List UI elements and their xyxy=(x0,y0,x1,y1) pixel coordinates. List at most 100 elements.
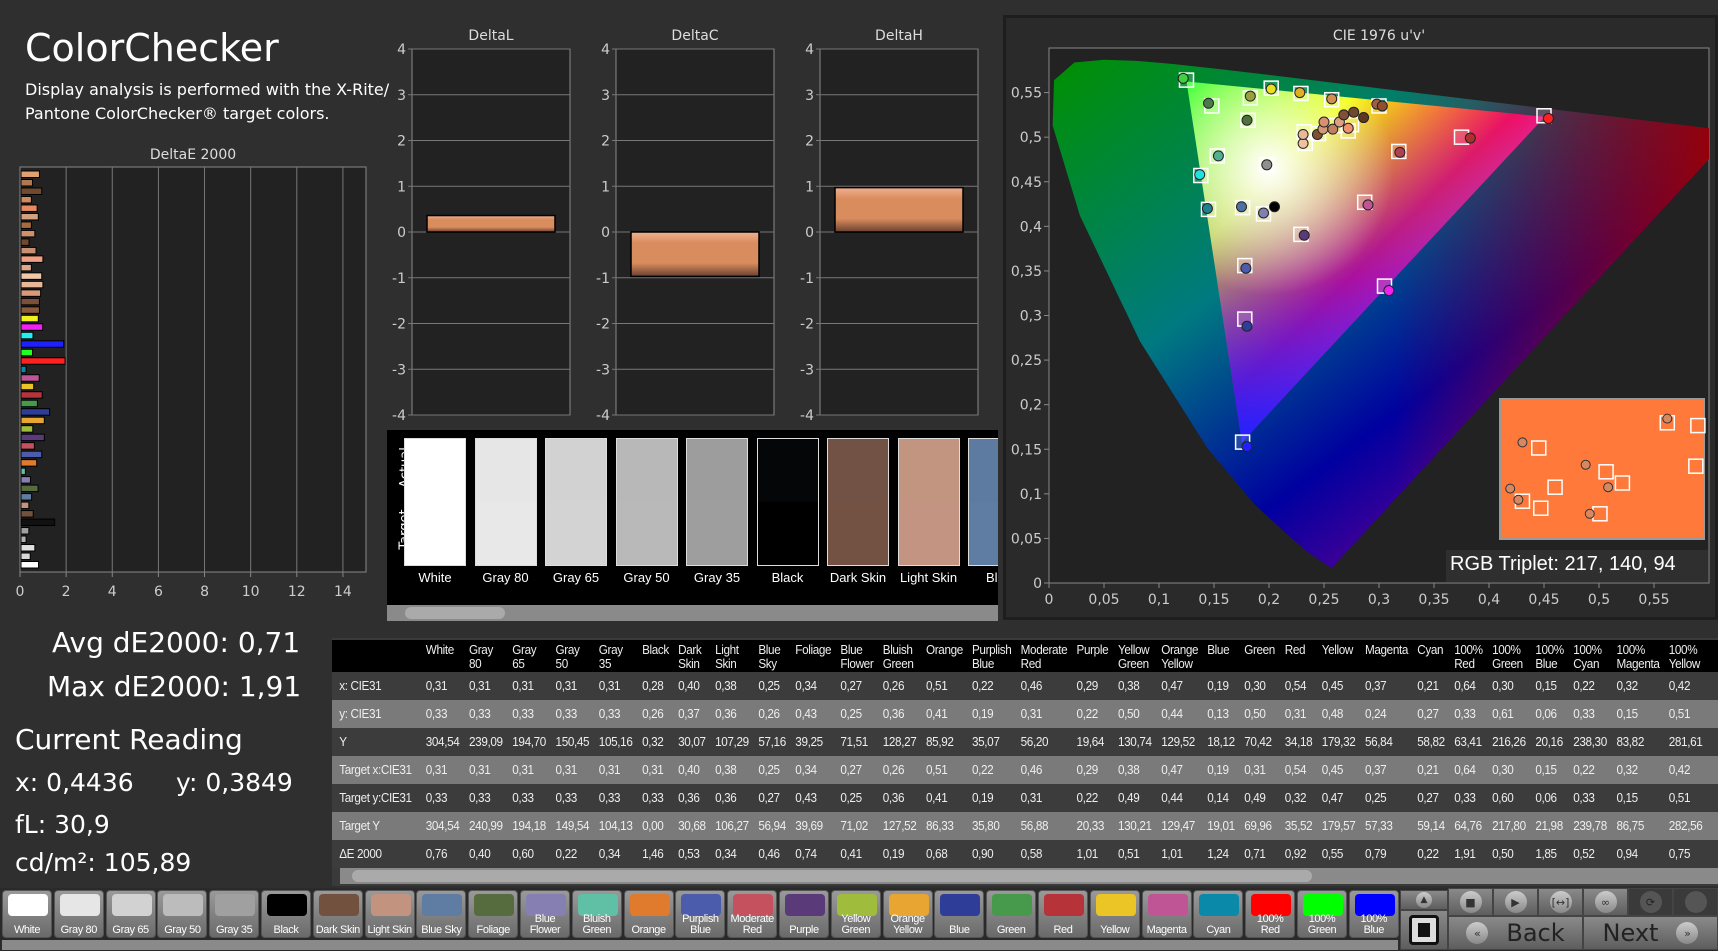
patch-green[interactable]: Green xyxy=(986,890,1037,938)
x-tick-label: 0,45 xyxy=(1528,592,1559,608)
table-cell: 0,33 xyxy=(512,706,534,721)
stop-toggle-button[interactable] xyxy=(1400,910,1448,950)
column-header: 100% Blue xyxy=(1535,642,1564,671)
patch-gray-65[interactable]: Gray 65 xyxy=(105,890,156,938)
patch-orange-yellow[interactable]: Orange Yellow xyxy=(882,890,933,938)
scrollbar-thumb[interactable] xyxy=(352,870,1312,882)
patch-label: 100% Green xyxy=(1307,913,1337,936)
table-cell: 0,30 xyxy=(1492,762,1514,777)
table-cell: 129,52 xyxy=(1161,734,1195,749)
table-cell: 70,42 xyxy=(1244,734,1272,749)
table-cell: 0,36 xyxy=(678,790,700,805)
scrollbar-thumb[interactable] xyxy=(405,607,505,619)
deltae-bar xyxy=(20,195,32,204)
x-tick-label: 0,55 xyxy=(1638,592,1669,608)
scroll-up-button[interactable]: ▲ xyxy=(1400,890,1448,910)
patch-cyan[interactable]: Cyan xyxy=(1193,890,1244,938)
patch-purplish-blue[interactable]: Purplish Blue xyxy=(675,890,726,938)
y-tick-label: 0,15 xyxy=(1011,442,1042,458)
actual-marker xyxy=(1326,93,1338,105)
y-tick-label: 2 xyxy=(805,134,814,150)
actual-marker xyxy=(1338,109,1350,121)
table-cell: 0,31 xyxy=(512,762,534,777)
y-tick-label: 0,55 xyxy=(1011,86,1042,102)
actual-marker xyxy=(1241,320,1253,332)
refresh-button[interactable]: ⟳ xyxy=(1628,888,1673,916)
patch-gray-80[interactable]: Gray 80 xyxy=(53,890,104,938)
table-cell: 0,45 xyxy=(1321,762,1344,777)
patch-purple[interactable]: Purple xyxy=(779,890,829,938)
column-header: White xyxy=(425,642,455,657)
table-cell: 71,51 xyxy=(840,734,868,749)
stop-button[interactable]: ■ xyxy=(1448,888,1493,916)
patch-dark-skin[interactable]: Dark Skin xyxy=(312,890,363,938)
deltae-bar xyxy=(20,357,66,365)
patch-gray-50[interactable]: Gray 50 xyxy=(157,890,208,938)
patch-label: Gray 50 xyxy=(164,924,201,936)
y-tick-label: -3 xyxy=(392,362,406,378)
actual-marker xyxy=(1240,262,1252,274)
y-tick-label: 2 xyxy=(397,134,406,150)
table-cell: 0,33 xyxy=(469,790,491,805)
table-cell: 20,16 xyxy=(1535,734,1563,749)
patch-blue[interactable]: Blue xyxy=(934,890,985,938)
patch-foliage[interactable]: Foliage xyxy=(468,890,519,938)
y-tick-label: -1 xyxy=(596,271,610,287)
patch-label: Red xyxy=(1053,924,1073,936)
record-button[interactable] xyxy=(1673,888,1718,916)
table-cell: 0,25 xyxy=(840,790,862,805)
inset-target-marker xyxy=(1688,458,1704,474)
y-tick-label: 3 xyxy=(397,88,406,104)
y-tick-label: -1 xyxy=(800,271,814,287)
column-header: 100% Cyan xyxy=(1573,642,1602,671)
next-button[interactable]: Next » xyxy=(1583,916,1718,950)
table-cell: 127,52 xyxy=(882,818,917,833)
loop-button[interactable]: ∞ xyxy=(1583,888,1628,916)
table-scrollbar[interactable] xyxy=(340,868,1718,884)
table-cell: 0,31 xyxy=(598,678,621,693)
patch-100-red[interactable]: 100% Red xyxy=(1245,890,1296,938)
table-cell: 0,31 xyxy=(469,762,491,777)
zoom-inset xyxy=(1499,398,1705,540)
inset-target-marker xyxy=(1598,464,1614,480)
patch-color-swatch xyxy=(8,894,48,916)
gamut-white-point-glow xyxy=(1186,81,1545,443)
patch-gray-35[interactable]: Gray 35 xyxy=(209,890,260,938)
x-tick-label: 0,5 xyxy=(1588,592,1610,608)
patch-red[interactable]: Red xyxy=(1038,890,1088,938)
patch-moderate-red[interactable]: Moderate Red xyxy=(727,890,778,938)
table-cell: 83,82 xyxy=(1616,734,1644,749)
swatch-strip-scrollbar[interactable] xyxy=(387,605,998,621)
deltae-bar xyxy=(20,433,45,442)
patch-blue-flower[interactable]: Blue Flower xyxy=(520,890,570,938)
actual-marker xyxy=(1294,87,1306,99)
patch-100-blue[interactable]: 100% Blue xyxy=(1348,890,1399,938)
patch-white[interactable]: White xyxy=(2,890,52,938)
patch-yellow[interactable]: Yellow xyxy=(1089,890,1140,938)
patch-scrollbar[interactable] xyxy=(2,940,1398,950)
patch-label: Purple xyxy=(789,924,819,936)
patch-yellow-green[interactable]: Yellow Green xyxy=(830,890,881,938)
patch-100-green[interactable]: 100% Green xyxy=(1297,890,1347,938)
actual-marker xyxy=(1464,132,1476,144)
play-button[interactable]: ▶ xyxy=(1493,888,1538,916)
fit-button[interactable]: [↔] xyxy=(1538,888,1583,916)
patch-orange[interactable]: Orange xyxy=(623,890,674,938)
patch-magenta[interactable]: Magenta xyxy=(1141,890,1192,938)
patch-light-skin[interactable]: Light Skin xyxy=(364,890,415,938)
table-cell: 0,36 xyxy=(715,706,737,721)
patch-label: Orange Yellow xyxy=(890,913,925,936)
table-cell: 30,68 xyxy=(678,818,706,833)
patch-color-swatch xyxy=(1095,894,1136,916)
table-cell: 238,30 xyxy=(1573,734,1607,749)
patch-black[interactable]: Black xyxy=(261,890,311,938)
deltae-bar xyxy=(20,518,56,527)
patch-blue-sky[interactable]: Blue Sky xyxy=(416,890,467,938)
table-cell: 0,32 xyxy=(1616,678,1638,693)
patch-bluish-green[interactable]: Bluish Green xyxy=(571,890,622,938)
cie-chart-panel: CIE 1976 u'v' 0 0,05 0,1 0,15 0,2 0,25 0,3 0,35 0… xyxy=(1003,15,1718,620)
back-button[interactable]: « Back xyxy=(1448,916,1583,950)
deltae-bar xyxy=(20,484,39,493)
swatch-label: Black xyxy=(771,570,804,585)
target-color xyxy=(969,502,998,565)
